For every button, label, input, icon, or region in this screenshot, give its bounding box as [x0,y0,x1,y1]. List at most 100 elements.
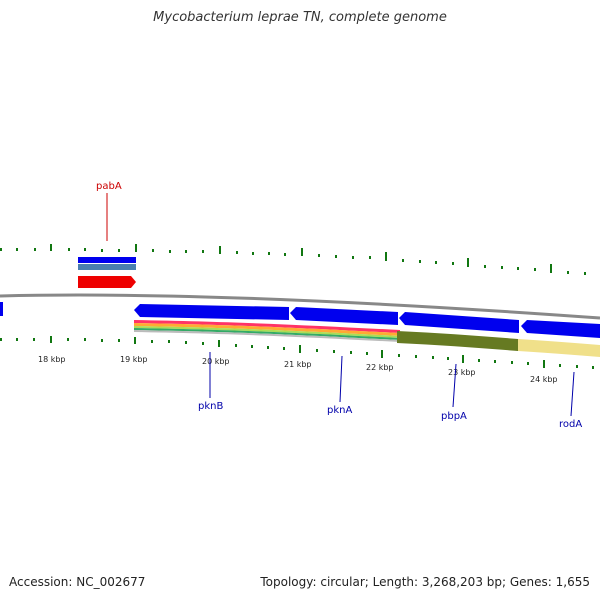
tick-major [135,244,137,252]
tick-minor [235,344,237,347]
tick-label-18kbp: 18 kbp [38,355,66,364]
inner-tick-ring [0,336,594,369]
tick-major [299,345,301,353]
tick-minor [366,352,368,355]
tick-minor [67,338,69,341]
tick-minor [435,261,437,264]
tick-minor [576,365,578,368]
tick-minor [283,347,285,350]
outer-tick-ring [0,244,586,275]
tick-minor [584,272,586,275]
tick-major [381,350,383,358]
tick-label-20kbp: 20 kbp [202,357,230,366]
gene-label-pknB[interactable]: pknB [198,401,223,412]
tick-label-21kbp: 21 kbp [284,360,312,369]
tick-minor [185,250,187,253]
tick-major [50,244,52,251]
tick-major [301,248,303,256]
tick-minor [168,340,170,343]
pknB-cds-arrow[interactable] [134,304,289,320]
tick-minor [118,249,120,252]
gene-label-pabA[interactable]: pabA [96,181,122,192]
tick-minor [501,266,503,269]
tick-minor [517,267,519,270]
tick-minor [352,256,354,259]
tick-minor [68,248,70,251]
gene-block[interactable] [78,264,136,270]
tick-major [218,340,220,347]
tick-label-22kbp: 22 kbp [366,363,394,372]
tick-minor [534,268,536,271]
cds-fragment-left[interactable] [0,302,3,316]
tick-major [467,258,469,267]
tick-minor [151,340,153,343]
tick-label-23kbp: 23 kbp [448,368,476,377]
tick-minor [494,360,496,363]
tick-minor [16,248,18,251]
gene-label-pbpA[interactable]: pbpA [441,411,467,422]
pabA-feature-arrow[interactable] [78,276,136,288]
tick-minor [118,339,120,342]
tick-minor [567,271,569,274]
map-title: Mycobacterium leprae TN, complete genome [153,10,447,25]
pknA-pointer-line [339,355,343,403]
tick-minor [318,254,320,257]
genome-backbone [0,293,600,320]
tick-minor [478,359,480,362]
tick-major [50,336,52,343]
tick-minor [316,349,318,352]
tick-minor [335,255,337,258]
tick-minor [101,339,103,342]
forward-cds-block[interactable] [78,257,136,263]
gene-label-rodA[interactable]: rodA [559,419,582,430]
tick-minor [0,248,2,251]
track-band-pink [134,320,400,333]
tick-minor [169,250,171,253]
pbpA-cds-arrow[interactable] [399,312,519,333]
rodA-pointer-line [570,371,575,417]
tick-minor [0,338,2,341]
accession-label: Accession: NC_002677 [9,575,146,589]
tick-label-24kbp: 24 kbp [530,375,558,384]
tick-minor [350,351,352,354]
genome-summary-label: Topology: circular; Length: 3,268,203 bp… [260,575,590,589]
tick-minor [236,251,238,254]
tick-minor [101,249,103,252]
tick-minor [527,362,529,365]
tick-minor [592,366,594,369]
rodA-track-block [518,339,600,357]
tick-minor [267,346,269,349]
gene-label-pknA[interactable]: pknA [327,405,352,416]
tick-minor [152,249,154,252]
track-band-yellowgreen [134,326,400,338]
tick-minor [34,248,36,251]
tick-minor [84,248,86,251]
tick-minor [251,345,253,348]
pknA-cds-arrow[interactable] [290,307,398,325]
tick-minor [559,364,561,367]
tick-minor [333,350,335,353]
tick-major [134,337,136,344]
track-band-gray [134,330,400,342]
tick-major [462,355,464,363]
tick-minor [16,338,18,341]
tick-major [543,360,545,368]
tick-minor [402,259,404,262]
tick-minor [268,252,270,255]
pbpA-track-block [397,331,518,351]
tick-minor [185,341,187,344]
rodA-cds-arrow[interactable] [521,320,600,338]
pbpA-pointer-line [452,363,457,408]
tick-minor [284,253,286,256]
tick-minor [415,355,417,358]
tick-minor [369,256,371,259]
tick-minor [511,361,513,364]
tick-minor [484,265,486,268]
tick-minor [202,342,204,345]
tick-major [385,252,387,261]
tick-minor [252,252,254,255]
track-band-orange [134,323,400,336]
tick-major [550,264,552,273]
